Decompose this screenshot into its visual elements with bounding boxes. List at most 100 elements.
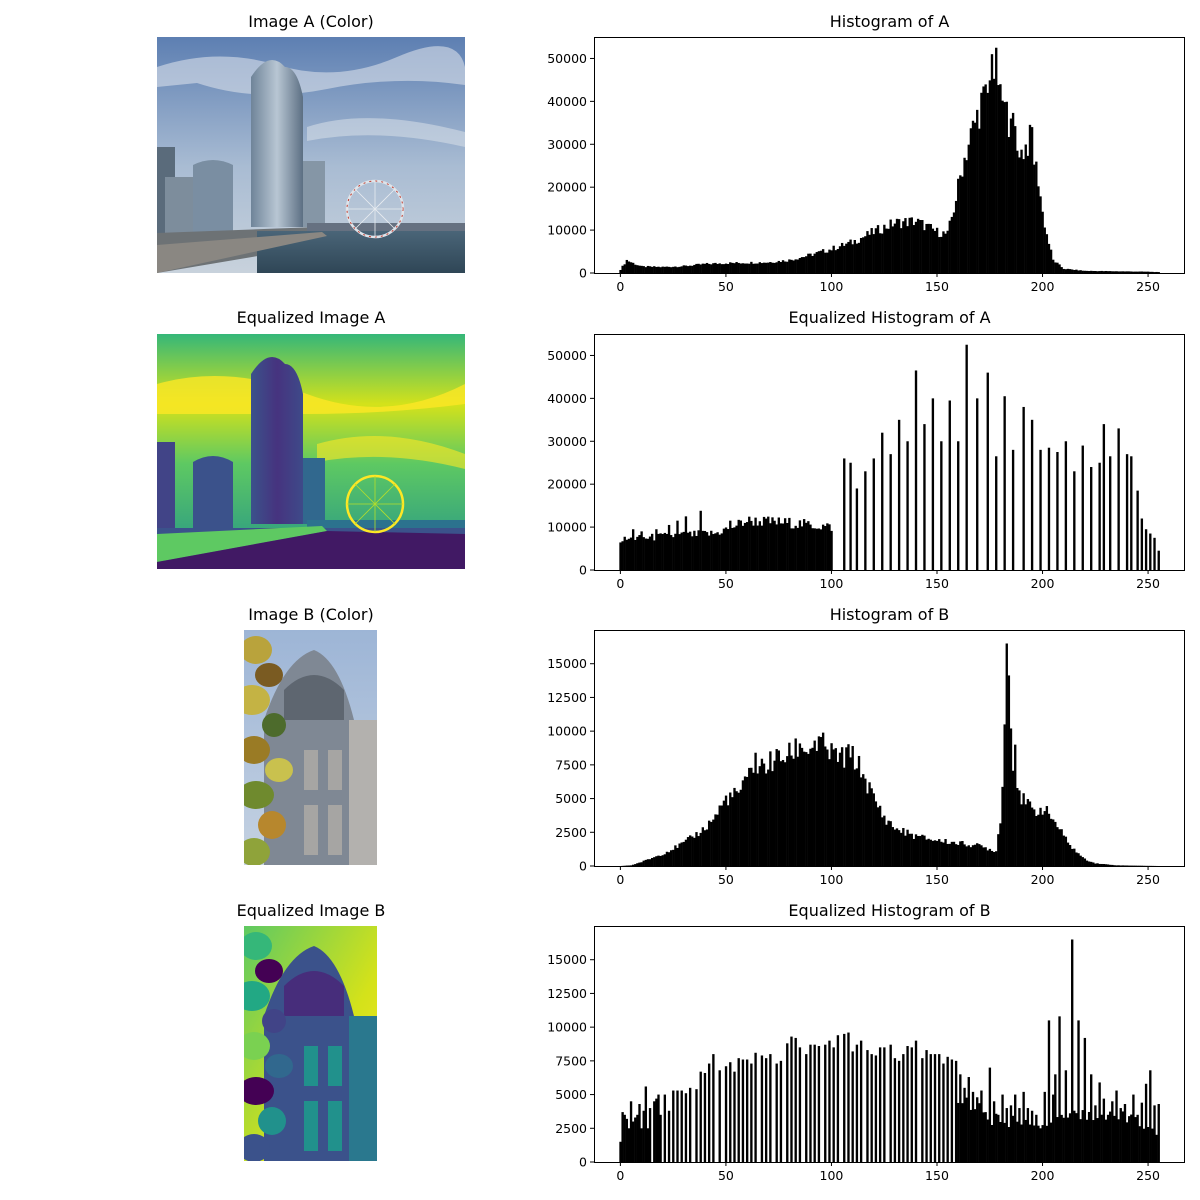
histogram-bar [634,1117,637,1162]
histogram-bar [1033,809,1036,866]
histogram-bar [802,257,806,273]
histogram-bar [940,841,943,866]
histogram-bar [881,432,884,570]
histogram-bar [1064,1070,1068,1162]
histogram-bar [921,220,924,273]
histogram-bar [925,839,928,866]
histogram-bar [836,249,840,273]
histogram-bar [1083,1037,1087,1162]
histogram-bar [781,523,785,570]
histogram-bar [672,537,675,570]
y-tick-label: 2500 [555,1121,587,1136]
histogram-bar [906,226,909,273]
x-tick-label: 100 [820,279,844,294]
histogram-bar [1018,157,1021,273]
histogram-bar [997,85,1000,273]
histogram-bar [893,1058,897,1162]
histogram-bar [925,223,928,273]
histogram-bars [621,643,1158,866]
histogram-bar [1028,124,1032,273]
histogram-bar [722,264,726,273]
equalized-image-b-title: Equalized Image B [236,901,386,920]
histogram-bar [1071,848,1074,866]
histogram-bar [739,520,742,570]
histogram-bar [1147,1127,1150,1162]
histogram-bar [1003,396,1006,570]
histogram-bar [794,259,797,273]
y-tick-label: 0 [579,563,587,578]
histogram-bar [648,266,652,273]
histogram-bar [665,533,669,570]
histogram-bar [807,521,810,570]
histogram-bar [707,820,711,866]
histogram-bar [701,263,705,273]
histogram-bar [834,748,837,866]
histogram-bar [864,236,867,273]
histogram-bar [771,771,774,866]
histogram-bar [775,1063,778,1162]
histogram-bar [707,535,711,570]
histogram-bar [743,776,747,866]
histogram-bar [1147,271,1150,273]
histogram-bar [935,227,939,273]
histogram-bar [790,755,793,866]
histogram-bar [1022,159,1025,273]
histogram-bar [703,263,707,273]
y-tick-label: 30000 [547,434,587,449]
histogram-bar [693,530,696,570]
histogram-bar [1009,1105,1013,1162]
histogram-bar [881,233,884,273]
histogram-bar [973,122,977,274]
histogram-bar [1018,1108,1021,1162]
histogram-bar [965,1097,968,1162]
histogram-bar [847,241,850,273]
histogram-bar [1092,1120,1095,1162]
histogram-bar [1049,818,1053,866]
histogram-bar [1155,271,1158,273]
y-axis: 0 10000 20000 30000 40000 50000 [547,348,594,578]
histogram-bar [699,832,702,866]
histogram-bar [1090,467,1093,570]
histogram-bar [627,261,631,273]
histogram-bar [1096,271,1099,273]
histogram-bar [745,522,749,570]
histogram-bar [990,850,994,866]
histogram-bar [910,833,913,866]
histogram-bar [1100,270,1103,273]
histogram-bar [809,253,812,273]
histogram-bar [895,218,899,273]
histogram-bar [916,218,920,273]
x-tick-label: 50 [718,279,734,294]
histogram-bar [718,1070,721,1162]
histogram-bar [914,221,918,273]
histogram-bar [914,1040,918,1162]
histogram-bar [904,218,907,273]
histogram-bar [802,519,806,570]
histogram-bar [655,529,658,570]
histogram-bar [1125,271,1129,273]
histogram-bar [640,1128,643,1162]
histogram-bar [640,531,643,570]
histogram-bar [726,264,730,273]
histogram-bar [1096,863,1099,866]
histogram-bar [864,471,867,570]
histogram-bar [819,529,823,570]
histogram-bar [1049,1122,1053,1162]
histogram-bar [821,732,825,866]
histogram-bar [999,823,1002,866]
histogram-bar [680,842,683,866]
histogram-bar [712,819,715,866]
histogram-bar [686,532,690,570]
histogram-bar [817,1046,821,1162]
histogram-bar [1026,155,1030,273]
histogram-bar [1157,550,1160,570]
histogram-bar [629,262,633,273]
histogram-bar [735,791,738,866]
histogram-bar [1030,419,1034,570]
histogram-bar [1011,112,1015,274]
histogram-bar [995,1113,998,1162]
histogram-bar [866,793,869,866]
axes-frame [594,630,1185,867]
histogram-bar [667,852,671,866]
histogram-bar [648,536,652,570]
